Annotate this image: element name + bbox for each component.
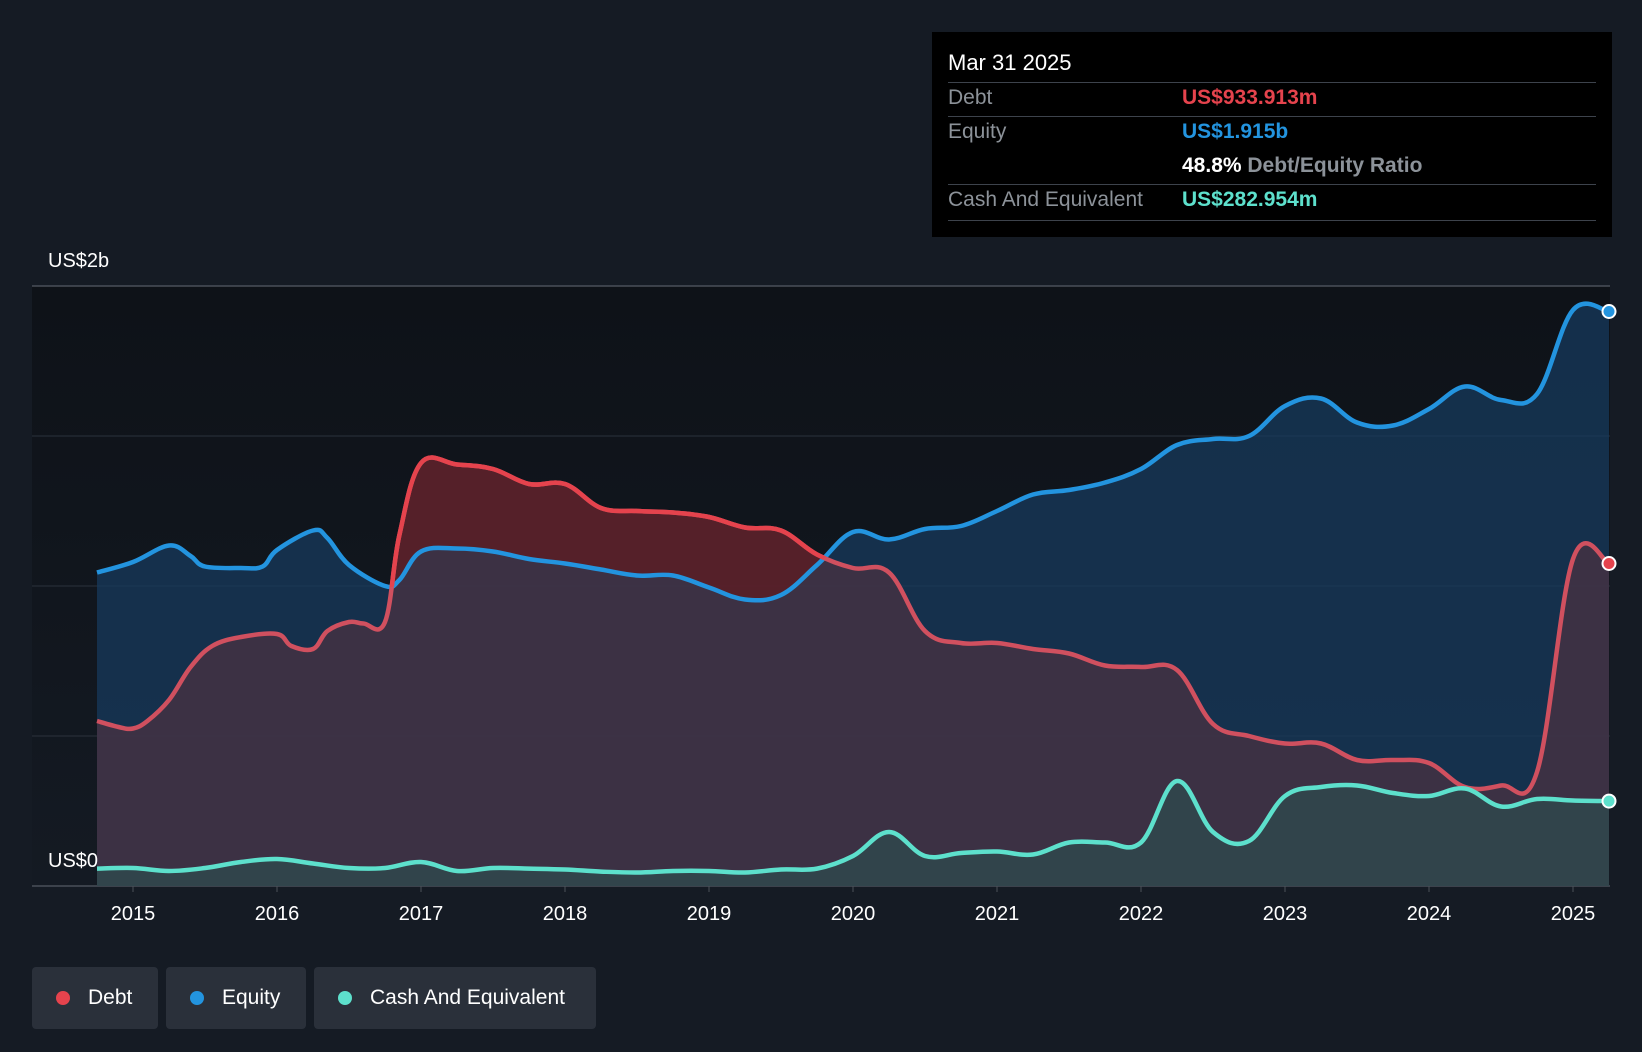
tooltip-ratio-value: 48.8%	[1182, 154, 1242, 177]
x-tick-label: 2024	[1407, 903, 1452, 925]
x-axis-ticks: 2015 2016 2017 2018 2019 2020 2021 2022 2023 2024…	[111, 886, 1596, 925]
legend-debt[interactable]: Debt	[32, 967, 158, 1029]
tooltip-divider	[948, 82, 1596, 83]
end-markers	[1601, 304, 1617, 809]
cash-line	[96, 778, 1610, 875]
x-tick-label: 2025	[1551, 903, 1596, 925]
debt-area	[97, 457, 1609, 886]
legend-debt-label: Debt	[88, 986, 133, 1009]
tooltip-ratio: 48.8% Debt/Equity Ratio	[1182, 154, 1422, 178]
tooltip-date: Mar 31 2025	[948, 50, 1072, 75]
x-tick-label: 2020	[831, 903, 876, 925]
x-tick-label: 2021	[975, 903, 1020, 925]
equity-line	[96, 301, 1610, 603]
x-tick-label: 2023	[1263, 903, 1308, 925]
legend-cash[interactable]: Cash And Equivalent	[314, 967, 596, 1029]
tooltip-equity-label: Equity	[948, 120, 1007, 143]
series-lines	[96, 301, 1611, 875]
x-tick-label: 2018	[543, 903, 588, 925]
area-fills	[97, 303, 1609, 886]
tooltip-debt-label: Debt	[948, 86, 993, 109]
x-tick-label: 2015	[111, 903, 156, 925]
tooltip-divider	[948, 184, 1596, 185]
cash-end-marker	[1601, 793, 1617, 809]
legend-equity[interactable]: Equity	[166, 967, 306, 1029]
tooltip-ratio-label: Debt/Equity Ratio	[1247, 154, 1423, 177]
cash-dot-icon	[338, 991, 352, 1005]
debt-line-highlight	[97, 455, 1609, 601]
x-tick-label: 2017	[399, 903, 444, 925]
debt-end-marker	[1601, 556, 1617, 571]
tooltip-divider	[948, 220, 1596, 221]
x-tick-label: 2022	[1119, 903, 1164, 925]
data-tooltip: Mar 31 2025 Debt US$933.913m Equity US$1…	[932, 32, 1612, 237]
tooltip-debt-value: US$933.913m	[1182, 86, 1318, 109]
y-axis-max-label: US$2b	[48, 250, 110, 272]
tooltip-equity-value: US$1.915b	[1182, 120, 1289, 143]
legend-equity-label: Equity	[222, 986, 281, 1009]
y-axis-zero-label: US$0	[48, 850, 99, 872]
x-tick-label: 2019	[687, 903, 732, 925]
legend-cash-label: Cash And Equivalent	[370, 986, 565, 1009]
equity-end-marker	[1601, 304, 1617, 319]
debt-dot-icon	[56, 991, 70, 1005]
tooltip-cash-value: US$282.954m	[1182, 188, 1318, 211]
tooltip-divider	[948, 116, 1596, 117]
x-tick-label: 2016	[255, 903, 300, 925]
cash-area	[97, 780, 1609, 886]
equity-dot-icon	[190, 991, 204, 1005]
tooltip-cash-label: Cash And Equivalent	[948, 188, 1143, 211]
